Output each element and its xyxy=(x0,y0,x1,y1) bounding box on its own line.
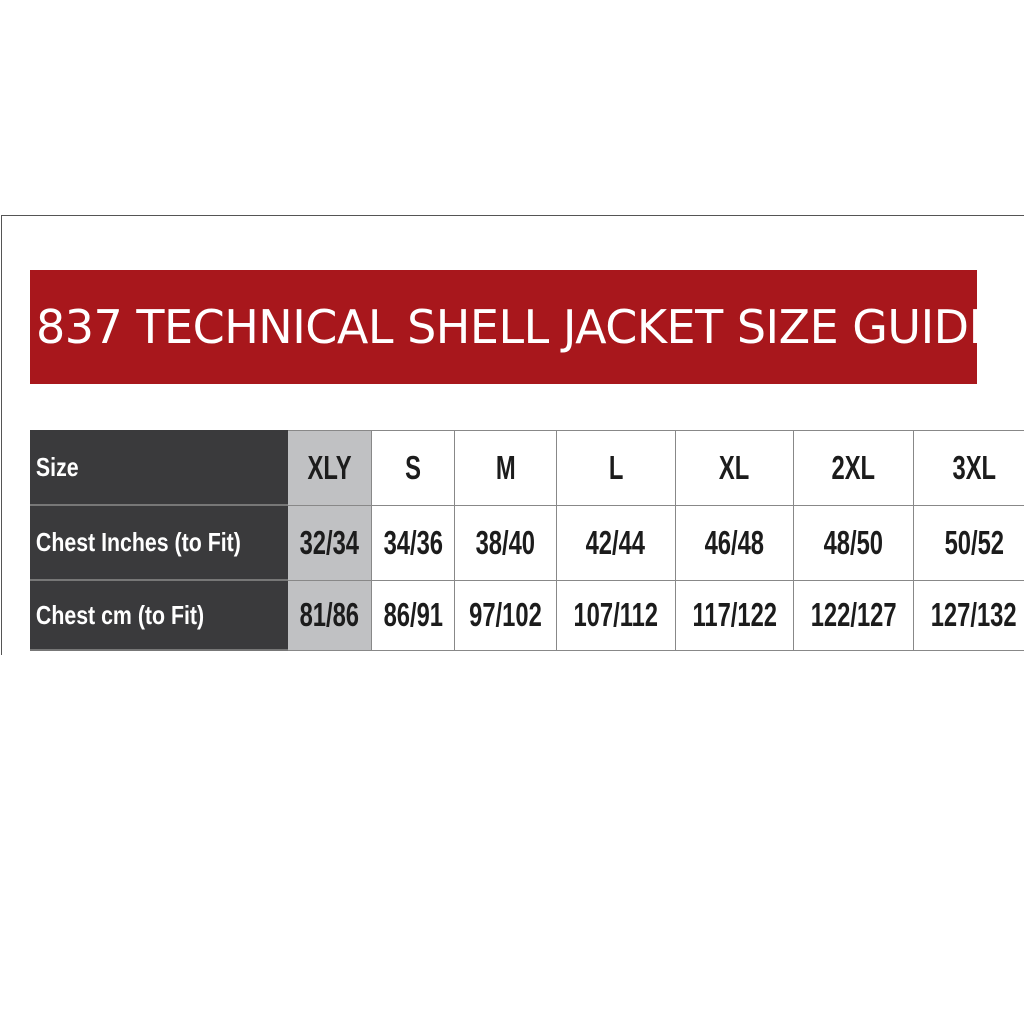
table-cell: 117/122 xyxy=(674,579,794,651)
cell-value: 122/127 xyxy=(810,596,897,633)
cell-value: 2XL xyxy=(831,448,876,486)
row-label: Chest Inches (to Fit) xyxy=(35,527,241,557)
table-cell: S xyxy=(370,430,456,506)
cell-value: XL xyxy=(719,448,750,486)
row-label-cell: Size xyxy=(30,430,288,506)
table-cell: 122/127 xyxy=(792,579,915,651)
row-label-cell: Chest Inches (to Fit) xyxy=(30,504,288,581)
table-row: Chest Inches (to Fit) 32/34 34/36 38/40 42/4… xyxy=(30,504,1024,581)
table-cell: 42/44 xyxy=(556,504,676,581)
table-cell: 81/86 xyxy=(286,579,372,651)
table-cell: 38/40 xyxy=(454,504,558,581)
table-cell: 48/50 xyxy=(792,504,915,581)
table-cell: M xyxy=(454,430,558,506)
table-cell: 86/91 xyxy=(370,579,456,651)
table-cell: 50/52 xyxy=(913,504,1024,581)
page-frame xyxy=(1,215,1024,655)
cell-value: 42/44 xyxy=(586,523,646,561)
cell-value: 32/34 xyxy=(299,523,359,561)
cell-value: 34/36 xyxy=(383,523,443,561)
row-label-cell: Chest cm (to Fit) xyxy=(30,579,288,651)
table-cell: 3XL xyxy=(913,430,1024,506)
cell-value: 107/112 xyxy=(573,596,659,633)
cell-value: 48/50 xyxy=(823,523,884,561)
table-cell: XL xyxy=(674,430,794,506)
cell-value: 127/132 xyxy=(930,596,1017,633)
table-cell: 107/112 xyxy=(556,579,676,651)
cell-value: S xyxy=(404,448,421,486)
cell-value: 81/86 xyxy=(299,596,359,633)
page-title: 837 TECHNICAL SHELL JACKET SIZE GUIDE xyxy=(36,300,998,354)
row-label: Chest cm (to Fit) xyxy=(35,599,205,630)
cell-value: 97/102 xyxy=(469,596,542,633)
table-cell: 46/48 xyxy=(674,504,794,581)
size-table: Size XLY S M L XL 2XL 3XL Chest Inches (to Fit) 3… xyxy=(30,430,1024,651)
table-cell: 127/132 xyxy=(913,579,1024,651)
cell-value: 38/40 xyxy=(475,523,536,561)
table-cell: 32/34 xyxy=(286,504,372,581)
cell-value: M xyxy=(495,448,516,486)
table-cell: 2XL xyxy=(792,430,915,506)
cell-value: 3XL xyxy=(952,448,996,486)
table-row: Chest cm (to Fit) 81/86 86/91 97/102 107/112… xyxy=(30,579,1024,651)
cell-value: L xyxy=(608,448,624,486)
cell-value: 46/48 xyxy=(704,523,764,561)
row-label: Size xyxy=(35,452,79,482)
title-banner: 837 TECHNICAL SHELL JACKET SIZE GUIDE xyxy=(30,270,998,384)
table-cell: 97/102 xyxy=(454,579,558,651)
cell-value: 50/52 xyxy=(944,523,1004,561)
cell-value: XLY xyxy=(307,448,352,486)
table-cell: L xyxy=(556,430,676,506)
cell-value: 86/91 xyxy=(383,596,443,633)
table-cell: XLY xyxy=(286,430,372,506)
cell-value: 117/122 xyxy=(691,596,777,633)
table-cell: 34/36 xyxy=(370,504,456,581)
table-row: Size XLY S M L XL 2XL 3XL xyxy=(30,430,1024,506)
